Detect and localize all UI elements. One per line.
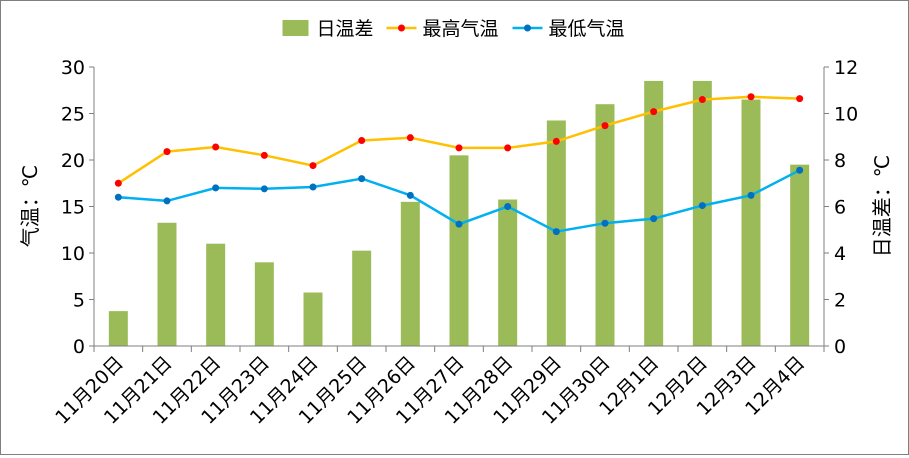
min-temp-point-13	[698, 202, 706, 210]
bar-7	[400, 201, 420, 346]
y-right-tick-label: 10	[834, 104, 858, 126]
min-temp-point-1	[114, 193, 122, 201]
bar-2	[157, 222, 177, 346]
max-temp-point-14	[747, 93, 755, 101]
min-temp-point-8	[455, 220, 463, 228]
bar-3	[206, 243, 226, 346]
y-right-tick-label: 8	[834, 150, 846, 172]
max-temp-point-4	[260, 151, 268, 159]
line-series	[114, 93, 804, 236]
y-left-tick-label: 25	[61, 104, 85, 126]
legend-label-max-temp: 最高气温	[423, 18, 499, 40]
min-temp-point-4	[260, 185, 268, 193]
bar-8	[449, 155, 469, 346]
bar-15	[790, 164, 810, 346]
y-axis-left-label: 气温：℃	[18, 165, 42, 247]
legend-marker-min-temp	[524, 24, 531, 32]
legend-swatch-day-range	[282, 20, 309, 36]
y-left-tick-label: 15	[61, 197, 85, 219]
y-left-tick-label: 10	[61, 243, 85, 265]
y-right-tick-label: 0	[834, 336, 846, 358]
max-temp-point-10	[552, 137, 560, 145]
y-left-tick-label: 30	[61, 57, 85, 79]
y-right-tick-label: 4	[834, 243, 846, 265]
y-left-tick-label: 5	[73, 290, 85, 312]
y-axis-right-label: 日温差：℃	[870, 155, 894, 257]
min-temp-point-6	[358, 175, 366, 183]
bar-4	[254, 262, 274, 346]
bar-1	[108, 311, 128, 346]
min-temp-point-2	[163, 197, 171, 205]
max-temp-point-9	[504, 144, 512, 152]
bar-5	[303, 292, 323, 346]
max-temp-point-5	[309, 162, 317, 170]
legend-label-min-temp: 最低气温	[549, 18, 625, 40]
min-temp-point-9	[504, 203, 512, 210]
y-left-tick-label: 0	[73, 336, 85, 358]
y-right-tick-label: 2	[834, 290, 846, 312]
max-temp-point-11	[601, 122, 609, 130]
bar-9	[498, 199, 518, 346]
min-temp-point-5	[309, 183, 317, 191]
legend-label-day-range: 日温差	[317, 18, 374, 40]
max-temp-point-12	[650, 108, 658, 116]
min-temp-point-14	[747, 191, 755, 199]
bar-12	[644, 80, 664, 346]
max-temp-point-2	[163, 148, 171, 156]
bar-14	[741, 99, 761, 346]
min-temp-point-15	[796, 166, 804, 174]
bar-series-day-range	[108, 80, 810, 346]
min-temp-point-7	[406, 191, 414, 199]
bar-13	[692, 80, 712, 346]
max-temp-point-15	[796, 95, 804, 103]
max-temp-point-3	[212, 143, 220, 151]
legend: 日温差 最高气温 最低气温	[282, 18, 625, 40]
y-right-tick-label: 12	[834, 57, 858, 79]
min-temp-point-12	[650, 215, 658, 223]
max-temp-point-1	[114, 179, 122, 187]
bar-6	[352, 250, 372, 346]
min-temp-point-11	[601, 219, 609, 227]
max-temp-point-6	[358, 136, 366, 144]
max-temp-point-8	[455, 144, 463, 152]
legend-marker-max-temp	[398, 24, 405, 32]
max-temp-point-13	[698, 96, 706, 104]
min-temp-point-10	[552, 228, 560, 236]
y-left-tick-label: 20	[61, 150, 85, 172]
min-temp-point-3	[212, 184, 220, 192]
max-temp-point-7	[406, 134, 414, 142]
y-right-tick-label: 6	[834, 197, 846, 219]
